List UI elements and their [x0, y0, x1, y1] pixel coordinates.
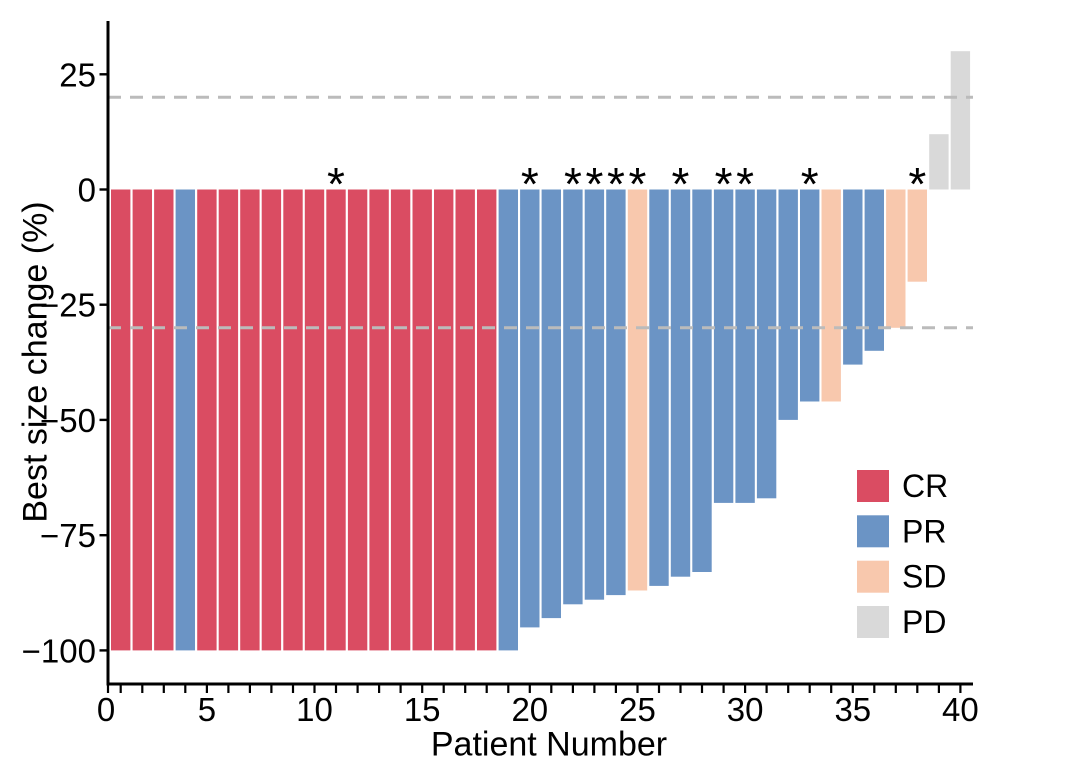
asterisk-patient-24: *: [607, 158, 625, 210]
legend-label-PD: PD: [902, 604, 946, 640]
legend-swatch-PR: [857, 515, 889, 548]
bar-patient-29-PR: [713, 189, 734, 503]
bar-patient-22-PR: [563, 189, 583, 605]
x-tick-label-40: 40: [942, 691, 979, 728]
legend-label-PR: PR: [902, 513, 946, 549]
bar-patient-4-PR: [175, 189, 195, 651]
legend-label-CR: CR: [902, 468, 948, 504]
bar-patient-40-PD: [950, 51, 971, 190]
bar-patient-12-CR: [347, 189, 368, 651]
bar-patient-20-PR: [520, 189, 540, 628]
bar-patient-31-PR: [756, 189, 777, 499]
asterisk-patient-20: *: [521, 158, 539, 210]
asterisk-patient-23: *: [585, 158, 603, 210]
bar-patient-27-PR: [670, 189, 691, 577]
asterisk-patient-22: *: [564, 158, 582, 210]
asterisk-patient-33: *: [801, 158, 819, 210]
x-tick-label-35: 35: [834, 691, 871, 728]
legend-swatch-SD: [857, 560, 889, 593]
bar-patient-3-CR: [154, 189, 174, 651]
y-tick-label-0: 0: [78, 172, 96, 209]
y-tick-label--75: −75: [40, 517, 96, 554]
asterisk-patient-11: *: [327, 158, 345, 210]
legend-swatch-PD: [857, 606, 889, 638]
bar-patient-35-PR: [843, 189, 863, 365]
asterisk-patient-29: *: [715, 158, 733, 210]
bar-patient-30-PR: [735, 189, 755, 503]
bar-patient-21-PR: [541, 189, 561, 619]
x-tick-label-5: 5: [198, 691, 216, 728]
bar-patient-18-CR: [477, 189, 497, 651]
bar-patient-39-PD: [929, 134, 949, 190]
bar-patient-32-PR: [778, 189, 798, 420]
bar-patient-24-PR: [606, 189, 626, 596]
x-tick-label-25: 25: [619, 691, 656, 728]
bar-patient-13-CR: [369, 189, 389, 651]
asterisk-patient-30: *: [736, 158, 754, 210]
bar-patient-9-CR: [283, 189, 303, 651]
bar-patient-37-SD: [886, 189, 906, 328]
bar-patient-25-SD: [627, 189, 648, 591]
y-tick-label-25: 25: [59, 56, 96, 93]
bar-patient-10-CR: [304, 189, 325, 651]
legend-label-SD: SD: [902, 559, 946, 595]
x-tick-label-15: 15: [404, 691, 441, 728]
bar-patient-14-CR: [390, 189, 411, 651]
x-tick-label-30: 30: [727, 691, 764, 728]
bar-patient-26-PR: [649, 189, 669, 586]
bar-patient-15-CR: [412, 189, 432, 651]
bar-patient-5-CR: [197, 189, 217, 651]
bar-patient-23-PR: [584, 189, 605, 600]
bar-patient-38-SD: [907, 189, 927, 282]
y-tick-label--25: −25: [40, 287, 96, 324]
bar-patient-11-CR: [326, 189, 346, 651]
bar-patient-36-PR: [864, 189, 884, 351]
y-tick-label--100: −100: [22, 632, 96, 669]
x-tick-label-20: 20: [511, 691, 548, 728]
asterisk-patient-27: *: [672, 158, 690, 210]
asterisk-patient-25: *: [629, 158, 647, 210]
y-tick-label--50: −50: [40, 402, 96, 439]
asterisk-patient-38: *: [908, 158, 926, 210]
bar-patient-7-CR: [240, 189, 260, 651]
bar-patient-16-CR: [434, 189, 454, 651]
x-tick-label-0: 0: [97, 691, 115, 728]
bar-patient-34-SD: [821, 189, 841, 402]
bar-patient-1-CR: [111, 189, 131, 651]
y-axis-title: Best size change (%): [16, 201, 55, 523]
x-axis-title: Patient Number: [430, 725, 668, 763]
legend-swatch-CR: [857, 470, 889, 502]
bar-patient-8-CR: [261, 189, 282, 651]
bar-patient-17-CR: [455, 189, 475, 651]
bar-patient-19-PR: [498, 189, 518, 651]
x-tick-label-10: 10: [296, 691, 333, 728]
bar-patient-28-PR: [692, 189, 712, 572]
bar-patient-6-CR: [218, 189, 239, 651]
bar-patient-2-CR: [132, 189, 152, 651]
bar-patient-33-PR: [800, 189, 820, 402]
